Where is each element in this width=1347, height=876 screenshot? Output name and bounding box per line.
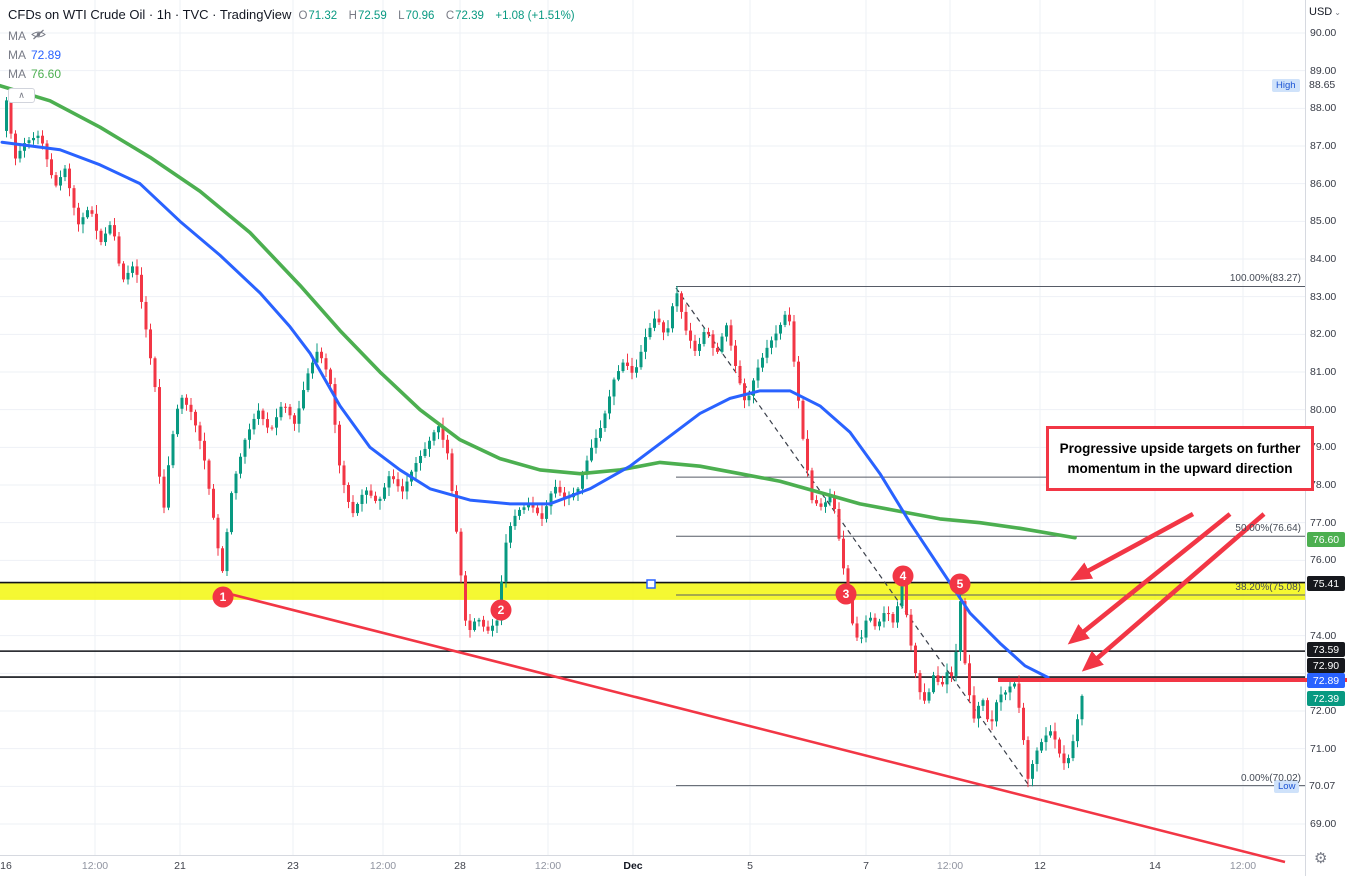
number-marker-5[interactable]: 5 bbox=[949, 573, 971, 595]
price-tick: 90.00 bbox=[1310, 27, 1337, 39]
price-tick: 77.00 bbox=[1310, 516, 1337, 529]
price-tick: 80.00 bbox=[1310, 403, 1337, 416]
target-arrow-2[interactable] bbox=[1067, 512, 1232, 645]
svg-text:4: 4 bbox=[900, 569, 907, 583]
time-label: 12:00 bbox=[81, 860, 109, 872]
line-anchor-handle[interactable] bbox=[646, 579, 656, 589]
target-arrow-3[interactable] bbox=[1081, 512, 1266, 672]
svg-text:5: 5 bbox=[957, 577, 964, 591]
time-label: 12:00 bbox=[534, 860, 562, 872]
number-marker-3[interactable]: 3 bbox=[835, 583, 857, 605]
time-label: 7 bbox=[863, 860, 869, 872]
yellow-highlight-zone[interactable] bbox=[0, 582, 1305, 600]
price-tick: 74.00 bbox=[1310, 629, 1337, 642]
ma-blue-line bbox=[0, 140, 1050, 679]
time-axis[interactable]: 16 12:00 21 23 12:00 28 12:00 Dec 5 7 12:00 12 14 12:… bbox=[0, 855, 1305, 876]
price-tick: 79.00 bbox=[1310, 441, 1337, 454]
candlestick-series bbox=[5, 91, 1084, 788]
time-label: 14 bbox=[1149, 860, 1161, 872]
time-label: 12:00 bbox=[936, 860, 964, 872]
price-tick: 82.00 bbox=[1310, 328, 1337, 341]
target-arrow-1[interactable] bbox=[1070, 511, 1195, 581]
price-tick: 81.00 bbox=[1310, 366, 1337, 378]
price-tick: 89.00 bbox=[1310, 64, 1337, 77]
time-label: Dec bbox=[623, 860, 643, 872]
time-label: 23 bbox=[287, 860, 299, 872]
svg-text:2: 2 bbox=[498, 603, 505, 617]
price-tick: 69.00 bbox=[1310, 818, 1337, 830]
number-marker-2[interactable]: 2 bbox=[490, 599, 512, 621]
time-label: 28 bbox=[454, 860, 466, 872]
time-label: 5 bbox=[747, 860, 753, 872]
time-label: 16 bbox=[0, 860, 12, 872]
time-label: 21 bbox=[174, 860, 186, 872]
price-tick: 88.00 bbox=[1310, 102, 1337, 115]
price-tick: 85.00 bbox=[1310, 215, 1337, 228]
time-label: 12:00 bbox=[1229, 860, 1257, 872]
price-tick: 83.00 bbox=[1310, 290, 1337, 303]
number-marker-1[interactable]: 1 bbox=[212, 586, 234, 608]
price-tick: 86.00 bbox=[1310, 177, 1337, 190]
time-label: 12 bbox=[1034, 860, 1046, 872]
price-tick: 78.00 bbox=[1310, 479, 1337, 491]
ma-green-line bbox=[0, 83, 1077, 540]
svg-text:1: 1 bbox=[220, 590, 227, 604]
number-marker-4[interactable]: 4 bbox=[892, 565, 914, 587]
red-trendline[interactable] bbox=[221, 590, 1286, 864]
price-tick: 87.00 bbox=[1310, 140, 1337, 152]
price-tick: 76.00 bbox=[1310, 554, 1337, 567]
svg-text:3: 3 bbox=[843, 587, 850, 601]
price-tick: 71.00 bbox=[1310, 742, 1337, 755]
fib-dashed-diagonal bbox=[675, 287, 1031, 788]
price-tick: 72.00 bbox=[1310, 705, 1337, 717]
price-tick: 84.00 bbox=[1310, 253, 1337, 265]
time-label: 12:00 bbox=[369, 860, 397, 872]
